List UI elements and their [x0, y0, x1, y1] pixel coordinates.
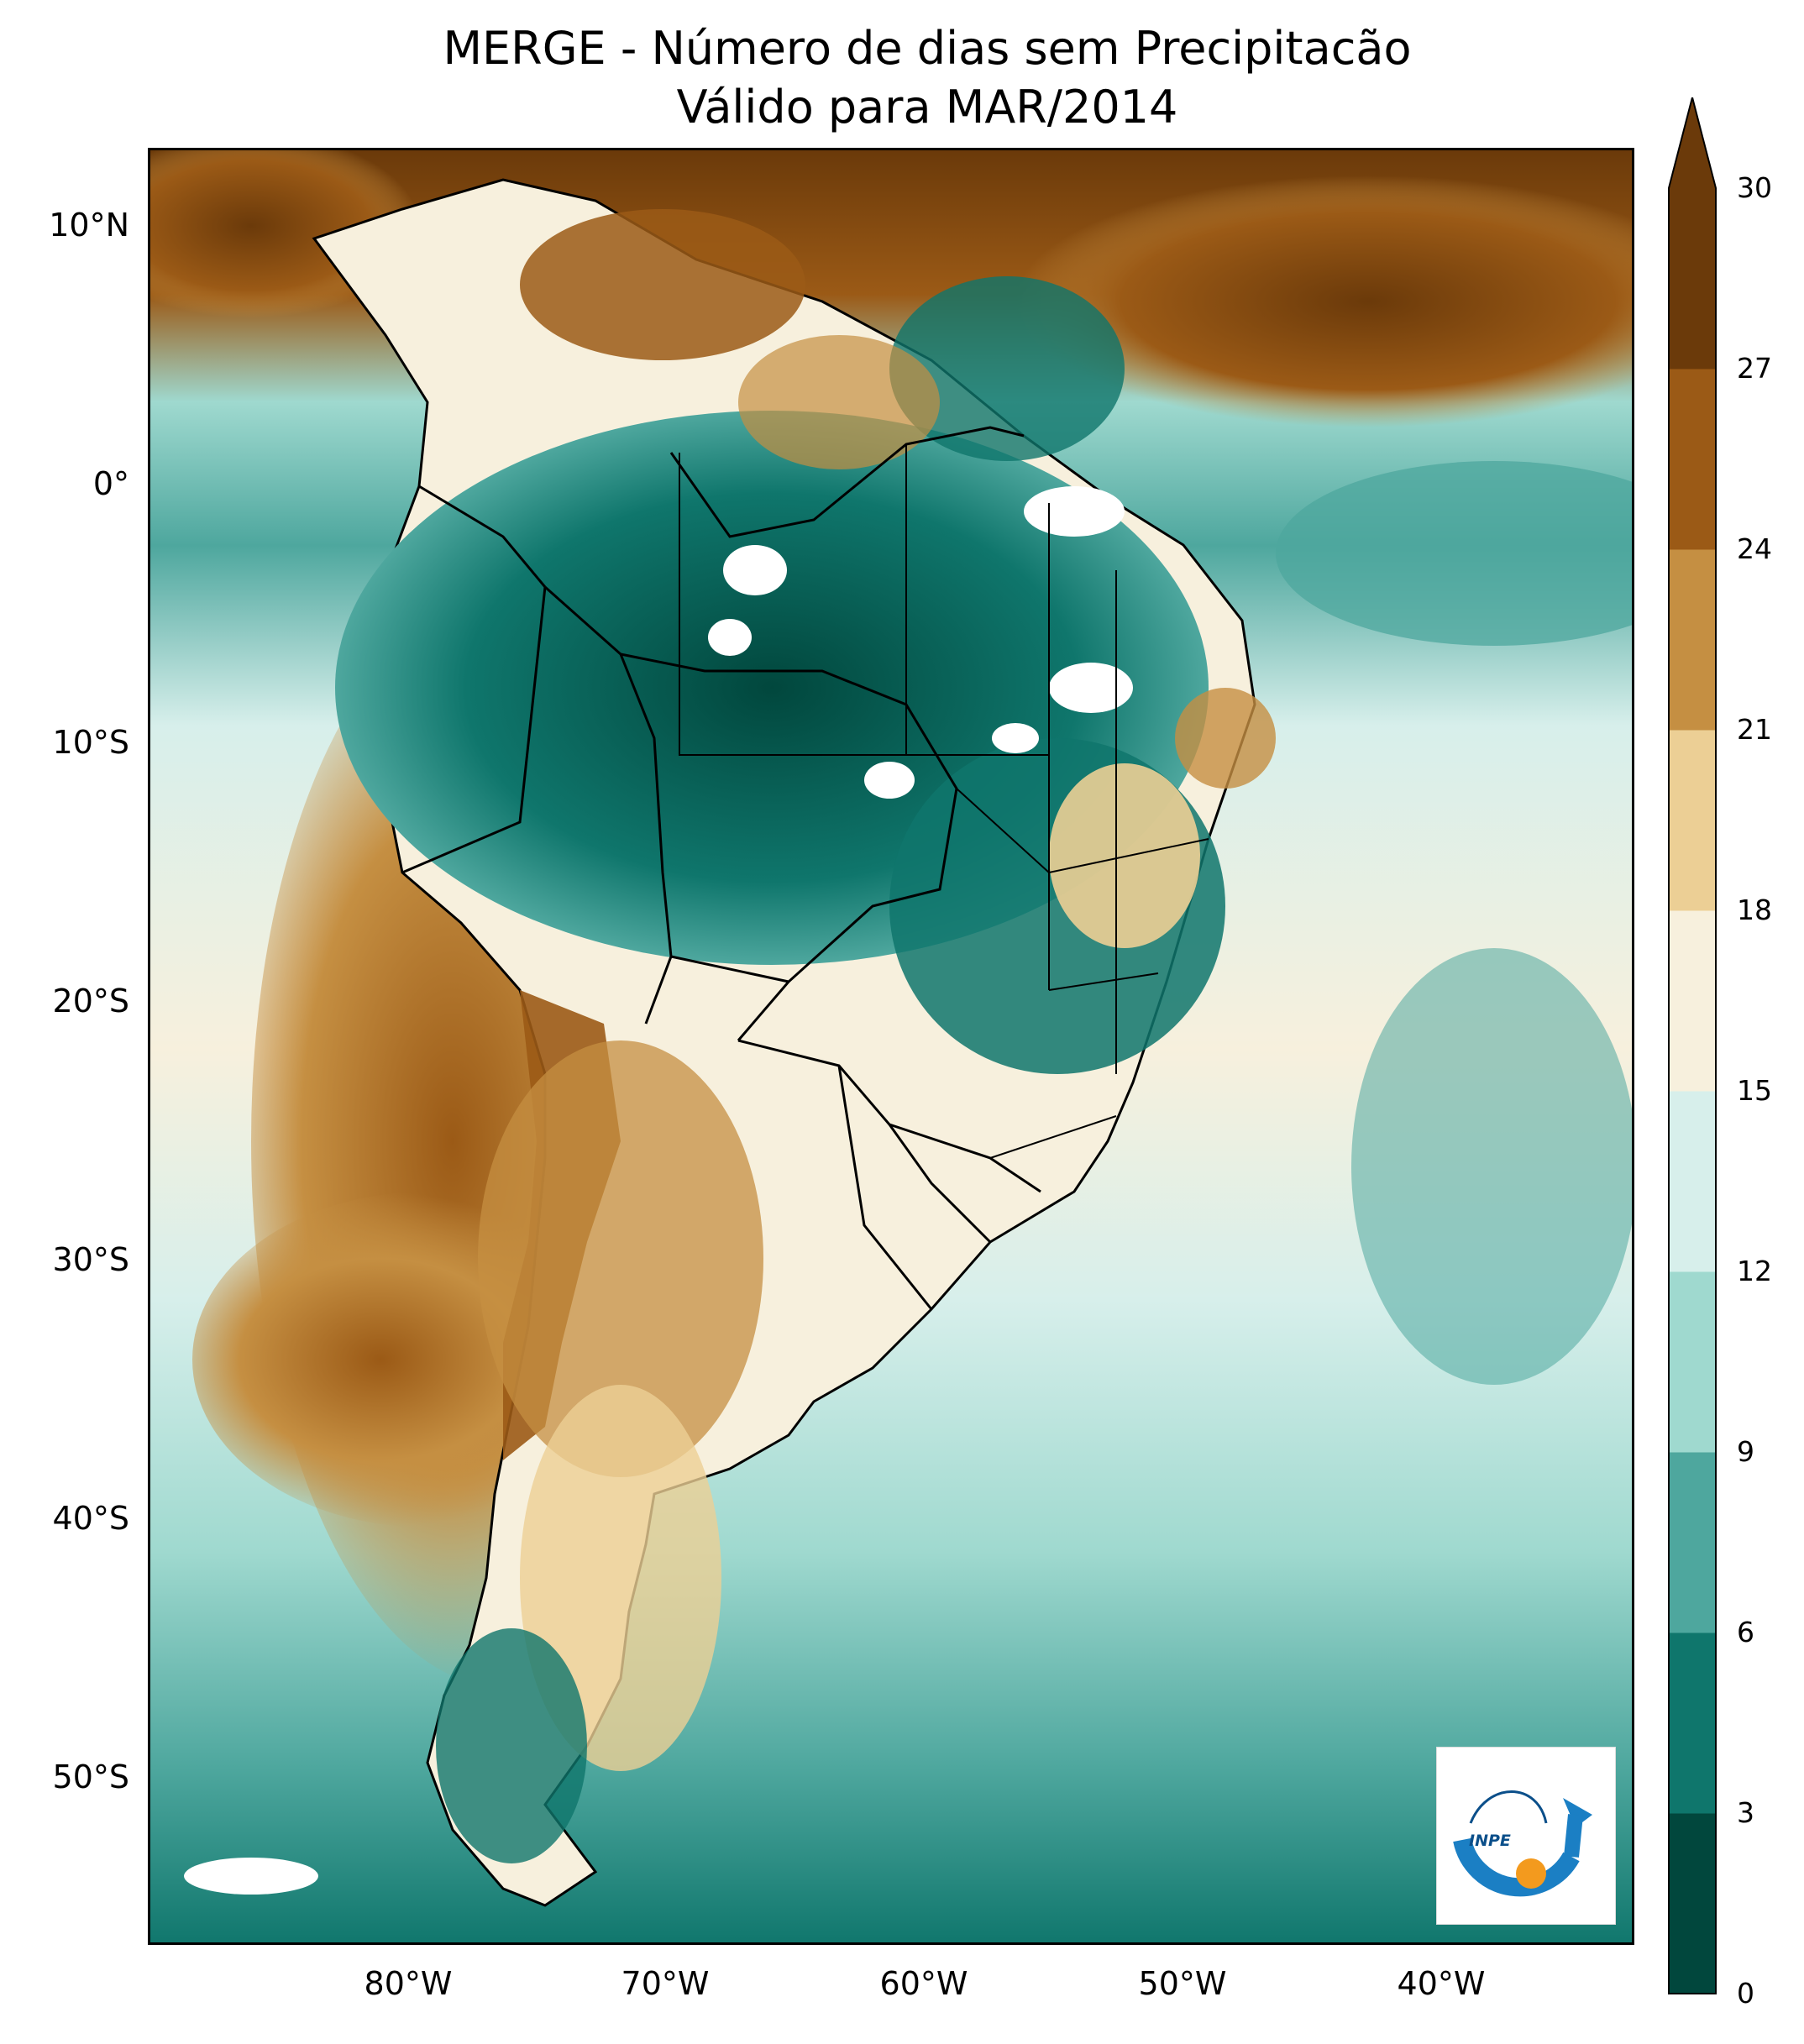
venezuela-dry-zone [520, 209, 805, 360]
colorbar [1668, 97, 1717, 1994]
precipitation-map [150, 150, 1632, 1942]
lat-label-40s: 40°S [52, 1500, 129, 1537]
southern-chile-moist [436, 1628, 587, 1863]
map-title-line2: Válido para MAR/2014 [676, 81, 1178, 134]
colorbar-band-3 [1669, 1271, 1716, 1453]
argentina-dry-zone [478, 1040, 763, 1477]
lon-label-80w: 80°W [364, 1965, 453, 2002]
colorbar-band-0 [1669, 1813, 1716, 1994]
inpe-logo-text: INPE [1469, 1832, 1511, 1850]
colorbar-band-4 [1669, 1091, 1716, 1272]
colorbar-tick-label: 9 [1737, 1435, 1754, 1468]
state-borders [679, 444, 1209, 1159]
inpe-logo-icon [1453, 1790, 1592, 1897]
colorbar-band-6 [1669, 730, 1716, 911]
colorbar-band-8 [1669, 369, 1716, 550]
northeast-brazil-dry [1049, 763, 1200, 948]
colorbar-extend-arrow [1669, 97, 1716, 188]
lat-label-50s: 50°S [52, 1758, 129, 1795]
colorbar-tick-label: 21 [1737, 713, 1772, 746]
atlantic-moist-band [1276, 461, 1632, 646]
colorbar-band-1 [1669, 1633, 1716, 1814]
no-dry-day-patches [184, 486, 1133, 1895]
roraima-dry-zone [738, 335, 940, 469]
lon-label-40w: 40°W [1397, 1965, 1486, 2002]
lat-label-20s: 20°S [52, 983, 129, 1019]
atlantic-moist-east [1351, 948, 1632, 1385]
colorbar-band-5 [1669, 910, 1716, 1092]
colorbar-band-7 [1669, 549, 1716, 731]
colorbar-band-2 [1669, 1452, 1716, 1633]
colorbar-tick-label: 0 [1737, 1977, 1754, 2010]
colorbar-tick-label: 24 [1737, 532, 1772, 565]
guianas-moist [889, 276, 1125, 461]
map-title-line1: MERGE - Número de dias sem Precipitacão [443, 22, 1412, 75]
colorbar-tick-label: 6 [1737, 1616, 1754, 1648]
colorbar-tick-label: 27 [1737, 352, 1772, 385]
lon-label-50w: 50°W [1138, 1965, 1227, 2002]
lat-label-30s: 30°S [52, 1241, 129, 1278]
bahia-dry-patch [1175, 688, 1276, 789]
colorbar-tick-label: 3 [1737, 1796, 1754, 1829]
colorbar-tick-label: 12 [1737, 1255, 1772, 1287]
lat-label-0: 0° [92, 465, 129, 502]
north-atlantic-dry-zone [1015, 176, 1632, 427]
colorbar-tick-label: 15 [1737, 1074, 1772, 1107]
inpe-logo: INPE [1436, 1747, 1616, 1925]
lat-label-10n: 10°N [49, 207, 129, 244]
lat-label-10s: 10°S [52, 724, 129, 761]
colorbar-tick-label: 30 [1737, 171, 1772, 204]
map-panel [148, 148, 1634, 1945]
lon-label-60w: 60°W [879, 1965, 968, 2002]
colorbar-tick-label: 18 [1737, 894, 1772, 926]
colorbar-band-9 [1669, 188, 1716, 369]
lon-label-70w: 70°W [621, 1965, 710, 2002]
